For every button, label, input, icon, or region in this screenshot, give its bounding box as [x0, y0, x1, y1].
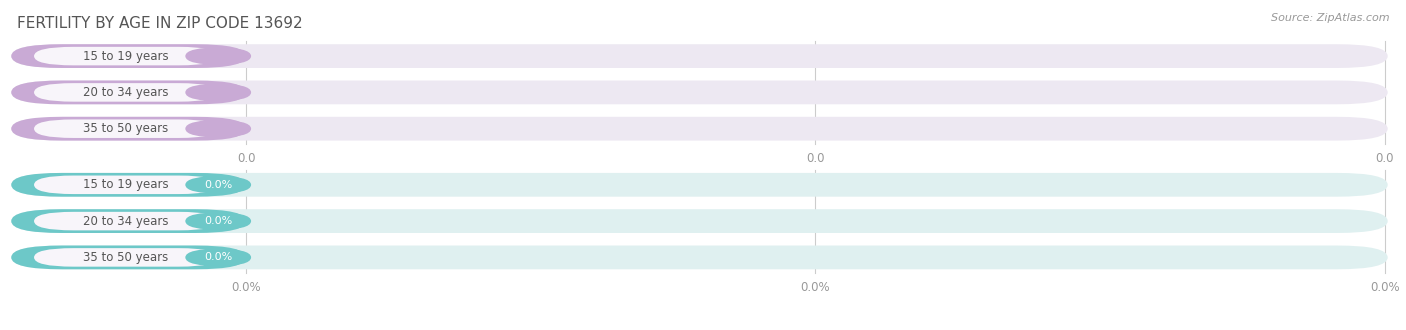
FancyBboxPatch shape — [11, 117, 246, 141]
Text: 0.0%: 0.0% — [1369, 281, 1400, 294]
FancyBboxPatch shape — [11, 44, 1388, 68]
Text: 15 to 19 years: 15 to 19 years — [83, 50, 169, 63]
FancyBboxPatch shape — [11, 246, 246, 269]
FancyBboxPatch shape — [186, 176, 252, 194]
FancyBboxPatch shape — [11, 81, 246, 104]
Text: 0.0%: 0.0% — [204, 180, 232, 190]
Text: 20 to 34 years: 20 to 34 years — [83, 214, 169, 228]
FancyBboxPatch shape — [11, 81, 1388, 104]
FancyBboxPatch shape — [34, 176, 218, 194]
FancyBboxPatch shape — [186, 212, 252, 230]
FancyBboxPatch shape — [34, 248, 218, 267]
Text: 0.0%: 0.0% — [800, 281, 831, 294]
Text: 0.0%: 0.0% — [204, 216, 232, 226]
Text: 35 to 50 years: 35 to 50 years — [83, 251, 169, 264]
Text: Source: ZipAtlas.com: Source: ZipAtlas.com — [1271, 13, 1389, 23]
Text: 15 to 19 years: 15 to 19 years — [83, 178, 169, 191]
FancyBboxPatch shape — [186, 47, 252, 65]
Text: 35 to 50 years: 35 to 50 years — [83, 122, 169, 135]
Text: 0.0: 0.0 — [209, 87, 226, 97]
Text: 0.0: 0.0 — [806, 152, 825, 165]
FancyBboxPatch shape — [186, 120, 252, 138]
Text: 0.0: 0.0 — [236, 152, 256, 165]
FancyBboxPatch shape — [11, 44, 246, 68]
FancyBboxPatch shape — [11, 209, 1388, 233]
FancyBboxPatch shape — [11, 173, 1388, 197]
Text: 20 to 34 years: 20 to 34 years — [83, 86, 169, 99]
Text: FERTILITY BY AGE IN ZIP CODE 13692: FERTILITY BY AGE IN ZIP CODE 13692 — [17, 16, 302, 31]
Text: 0.0: 0.0 — [209, 51, 226, 61]
Text: 0.0%: 0.0% — [231, 281, 262, 294]
FancyBboxPatch shape — [186, 248, 252, 266]
FancyBboxPatch shape — [34, 212, 218, 230]
FancyBboxPatch shape — [11, 246, 1388, 269]
Text: 0.0: 0.0 — [1375, 152, 1395, 165]
FancyBboxPatch shape — [11, 173, 246, 197]
FancyBboxPatch shape — [34, 119, 218, 138]
FancyBboxPatch shape — [186, 83, 252, 101]
FancyBboxPatch shape — [34, 47, 218, 65]
Text: 0.0: 0.0 — [209, 124, 226, 134]
FancyBboxPatch shape — [34, 83, 218, 102]
Text: 0.0%: 0.0% — [204, 252, 232, 262]
FancyBboxPatch shape — [11, 209, 246, 233]
FancyBboxPatch shape — [11, 117, 1388, 141]
